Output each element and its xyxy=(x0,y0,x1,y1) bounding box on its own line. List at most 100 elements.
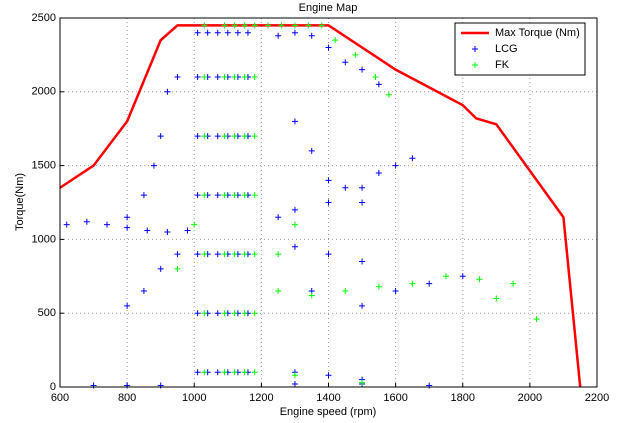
scatter-point xyxy=(221,133,228,140)
scatter-point xyxy=(459,273,466,280)
scatter-point xyxy=(359,379,366,386)
y-tick-label: 0 xyxy=(50,381,56,393)
scatter-point xyxy=(291,22,298,29)
scatter-point xyxy=(174,251,181,258)
scatter-point xyxy=(241,22,248,29)
scatter-point xyxy=(214,29,221,36)
scatter-point xyxy=(332,37,339,44)
scatter-point xyxy=(392,288,399,295)
scatter-point xyxy=(409,155,416,162)
x-tick-label: 2200 xyxy=(585,392,609,404)
scatter-point xyxy=(201,251,208,258)
scatter-point xyxy=(144,227,151,234)
scatter-point xyxy=(375,169,382,176)
scatter-point xyxy=(251,22,258,29)
scatter-point xyxy=(510,280,517,287)
scatter-point xyxy=(426,280,433,287)
scatter-point xyxy=(241,133,248,140)
scatter-point xyxy=(221,74,228,81)
legend-swatch xyxy=(472,62,478,68)
scatter-point xyxy=(308,147,315,154)
scatter-point xyxy=(194,29,201,36)
scatter-point xyxy=(214,133,221,140)
scatter-point xyxy=(251,192,258,199)
scatter-point xyxy=(493,295,500,302)
scatter-point xyxy=(291,206,298,213)
scatter-point xyxy=(234,29,241,36)
scatter-point xyxy=(191,221,198,228)
scatter-point xyxy=(251,369,258,376)
scatter-point xyxy=(265,22,272,29)
scatter-point xyxy=(251,133,258,140)
y-tick-label: 1000 xyxy=(32,233,56,245)
scatter-point xyxy=(221,192,228,199)
scatter-point xyxy=(359,258,366,265)
y-tick-label: 1500 xyxy=(32,160,56,172)
scatter-point xyxy=(231,310,238,317)
scatter-point xyxy=(231,251,238,258)
scatter-point xyxy=(359,199,366,206)
scatter-point xyxy=(194,192,201,199)
scatter-point xyxy=(352,51,359,58)
x-tick-label: 600 xyxy=(51,392,69,404)
scatter-point xyxy=(124,214,131,221)
scatter-point xyxy=(201,22,208,29)
scatter-point xyxy=(342,184,349,191)
scatter-point xyxy=(140,192,147,199)
scatter-point xyxy=(476,276,483,283)
scatter-point xyxy=(194,251,201,258)
scatter-point xyxy=(426,382,433,389)
scatter-point xyxy=(275,214,282,221)
scatter-point xyxy=(325,251,332,258)
scatter-point xyxy=(231,74,238,81)
scatter-point xyxy=(214,192,221,199)
scatter-point xyxy=(342,59,349,66)
legend-label: Max Torque (Nm) xyxy=(495,27,580,39)
scatter-point xyxy=(325,177,332,184)
scatter-point xyxy=(221,310,228,317)
scatter-point xyxy=(201,133,208,140)
scatter-point xyxy=(157,265,164,272)
scatter-point xyxy=(124,224,131,231)
scatter-point xyxy=(241,251,248,258)
scatter-point xyxy=(342,288,349,295)
scatter-point xyxy=(214,369,221,376)
scatter-point xyxy=(291,29,298,36)
scatter-point xyxy=(201,369,208,376)
scatter-point xyxy=(224,29,231,36)
x-tick-label: 1200 xyxy=(249,392,273,404)
scatter-point xyxy=(241,74,248,81)
scatter-point xyxy=(409,280,416,287)
scatter-point xyxy=(231,192,238,199)
scatter-point xyxy=(241,310,248,317)
plot-frame xyxy=(59,17,598,388)
scatter-point xyxy=(278,22,285,29)
scatter-point xyxy=(318,22,325,29)
scatter-point xyxy=(375,283,382,290)
scatter-point xyxy=(83,218,90,225)
scatter-point xyxy=(201,310,208,317)
scatter-point xyxy=(241,369,248,376)
scatter-point xyxy=(308,32,315,39)
scatter-point xyxy=(164,88,171,95)
scatter-point xyxy=(194,74,201,81)
scatter-point xyxy=(90,382,97,389)
scatter-point xyxy=(308,292,315,299)
scatter-point xyxy=(231,22,238,29)
scatter-point xyxy=(201,74,208,81)
y-tick-label: 500 xyxy=(38,307,56,319)
chart-title: Engine Map xyxy=(299,2,358,14)
x-tick-label: 800 xyxy=(118,392,136,404)
scatter-point xyxy=(157,382,164,389)
scatter-point xyxy=(201,192,208,199)
scatter-point xyxy=(221,22,228,29)
legend-swatch xyxy=(472,46,478,52)
scatter-point xyxy=(103,221,110,228)
x-tick-label: 1600 xyxy=(383,392,407,404)
scatter-point xyxy=(392,162,399,169)
scatter-point xyxy=(174,265,181,272)
scatter-point xyxy=(241,192,248,199)
scatter-point xyxy=(251,310,258,317)
scatter-point xyxy=(214,310,221,317)
